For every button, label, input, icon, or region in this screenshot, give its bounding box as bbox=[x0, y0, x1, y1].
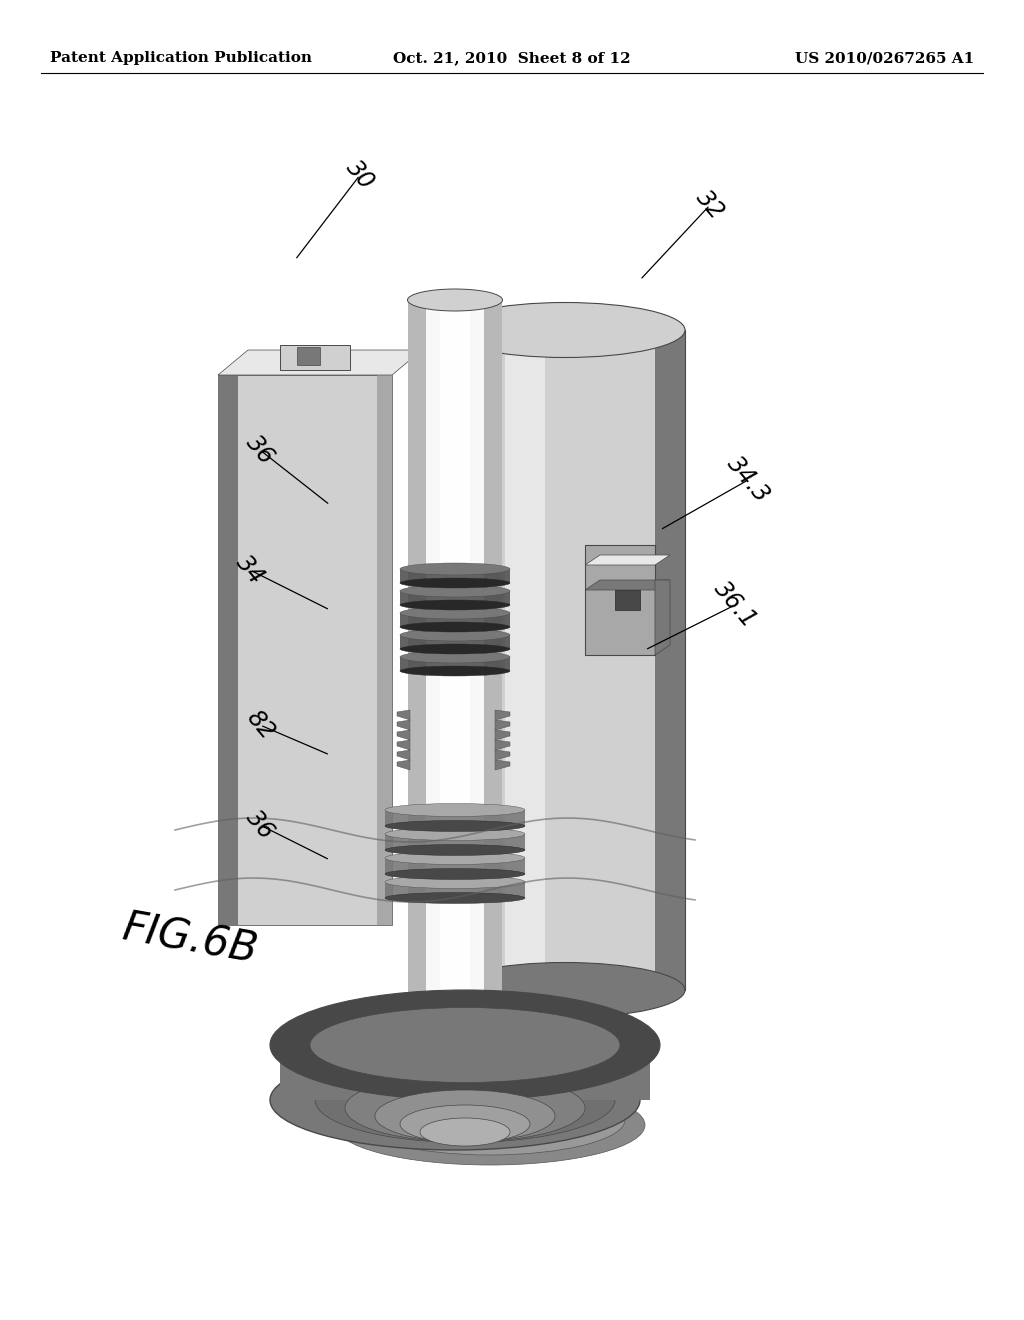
Polygon shape bbox=[484, 300, 502, 1060]
Polygon shape bbox=[615, 590, 640, 610]
Ellipse shape bbox=[375, 1085, 605, 1144]
Ellipse shape bbox=[408, 289, 503, 312]
Polygon shape bbox=[385, 858, 525, 874]
Text: 34.3: 34.3 bbox=[722, 453, 774, 508]
Ellipse shape bbox=[345, 1074, 585, 1142]
Polygon shape bbox=[400, 657, 510, 671]
Text: 32: 32 bbox=[691, 186, 729, 224]
Ellipse shape bbox=[400, 607, 510, 619]
Polygon shape bbox=[400, 612, 510, 627]
Ellipse shape bbox=[310, 1007, 620, 1082]
Polygon shape bbox=[397, 710, 410, 719]
Polygon shape bbox=[485, 330, 655, 990]
Text: Patent Application Publication: Patent Application Publication bbox=[50, 51, 312, 65]
Polygon shape bbox=[397, 760, 410, 770]
Polygon shape bbox=[397, 730, 410, 741]
Ellipse shape bbox=[385, 875, 525, 888]
Ellipse shape bbox=[385, 851, 525, 865]
Polygon shape bbox=[280, 345, 350, 370]
Ellipse shape bbox=[400, 585, 510, 597]
Ellipse shape bbox=[400, 667, 510, 676]
Polygon shape bbox=[495, 710, 510, 719]
Ellipse shape bbox=[315, 1057, 615, 1143]
Polygon shape bbox=[280, 1045, 650, 1100]
Text: 34: 34 bbox=[231, 550, 269, 589]
Ellipse shape bbox=[400, 644, 510, 653]
Text: US 2010/0267265 A1: US 2010/0267265 A1 bbox=[795, 51, 974, 65]
Polygon shape bbox=[440, 300, 470, 1060]
Ellipse shape bbox=[400, 601, 510, 610]
Ellipse shape bbox=[445, 962, 685, 1018]
Polygon shape bbox=[655, 579, 670, 655]
Polygon shape bbox=[397, 741, 410, 750]
Ellipse shape bbox=[385, 821, 525, 832]
Ellipse shape bbox=[400, 630, 510, 642]
Ellipse shape bbox=[385, 828, 525, 841]
Text: FIG.6B: FIG.6B bbox=[119, 907, 261, 973]
Polygon shape bbox=[505, 330, 545, 990]
Ellipse shape bbox=[400, 578, 510, 587]
Polygon shape bbox=[495, 750, 510, 760]
Text: 82: 82 bbox=[242, 706, 279, 744]
Polygon shape bbox=[408, 300, 426, 1060]
Ellipse shape bbox=[375, 1090, 555, 1142]
Ellipse shape bbox=[400, 564, 510, 576]
Polygon shape bbox=[400, 569, 510, 583]
Polygon shape bbox=[495, 730, 510, 741]
Polygon shape bbox=[397, 719, 410, 730]
Polygon shape bbox=[445, 330, 485, 990]
Text: 36: 36 bbox=[242, 805, 279, 845]
Polygon shape bbox=[397, 750, 410, 760]
Text: Oct. 21, 2010  Sheet 8 of 12: Oct. 21, 2010 Sheet 8 of 12 bbox=[393, 51, 631, 65]
Ellipse shape bbox=[270, 1049, 640, 1150]
Polygon shape bbox=[218, 350, 422, 375]
Polygon shape bbox=[385, 810, 525, 826]
Ellipse shape bbox=[400, 1105, 530, 1143]
Ellipse shape bbox=[385, 892, 525, 903]
Polygon shape bbox=[218, 375, 238, 925]
Polygon shape bbox=[495, 760, 510, 770]
Polygon shape bbox=[385, 834, 525, 850]
Ellipse shape bbox=[445, 302, 685, 358]
Polygon shape bbox=[585, 579, 670, 590]
Polygon shape bbox=[400, 591, 510, 605]
Ellipse shape bbox=[420, 1118, 510, 1146]
Polygon shape bbox=[297, 347, 319, 366]
Ellipse shape bbox=[400, 651, 510, 663]
Polygon shape bbox=[495, 741, 510, 750]
Polygon shape bbox=[377, 375, 392, 925]
Ellipse shape bbox=[385, 869, 525, 879]
Text: 36.1: 36.1 bbox=[709, 577, 761, 632]
Ellipse shape bbox=[335, 1085, 645, 1166]
Polygon shape bbox=[495, 719, 510, 730]
Ellipse shape bbox=[385, 804, 525, 817]
Polygon shape bbox=[585, 545, 655, 655]
Polygon shape bbox=[408, 300, 502, 1060]
Text: 36: 36 bbox=[242, 430, 279, 469]
Ellipse shape bbox=[395, 1085, 585, 1135]
Polygon shape bbox=[218, 375, 392, 925]
Polygon shape bbox=[655, 330, 685, 990]
Ellipse shape bbox=[270, 990, 660, 1100]
Ellipse shape bbox=[385, 845, 525, 855]
Polygon shape bbox=[385, 882, 525, 898]
Polygon shape bbox=[585, 554, 670, 565]
Ellipse shape bbox=[355, 1085, 625, 1155]
Ellipse shape bbox=[400, 622, 510, 632]
Polygon shape bbox=[400, 635, 510, 649]
Text: 30: 30 bbox=[341, 156, 379, 194]
